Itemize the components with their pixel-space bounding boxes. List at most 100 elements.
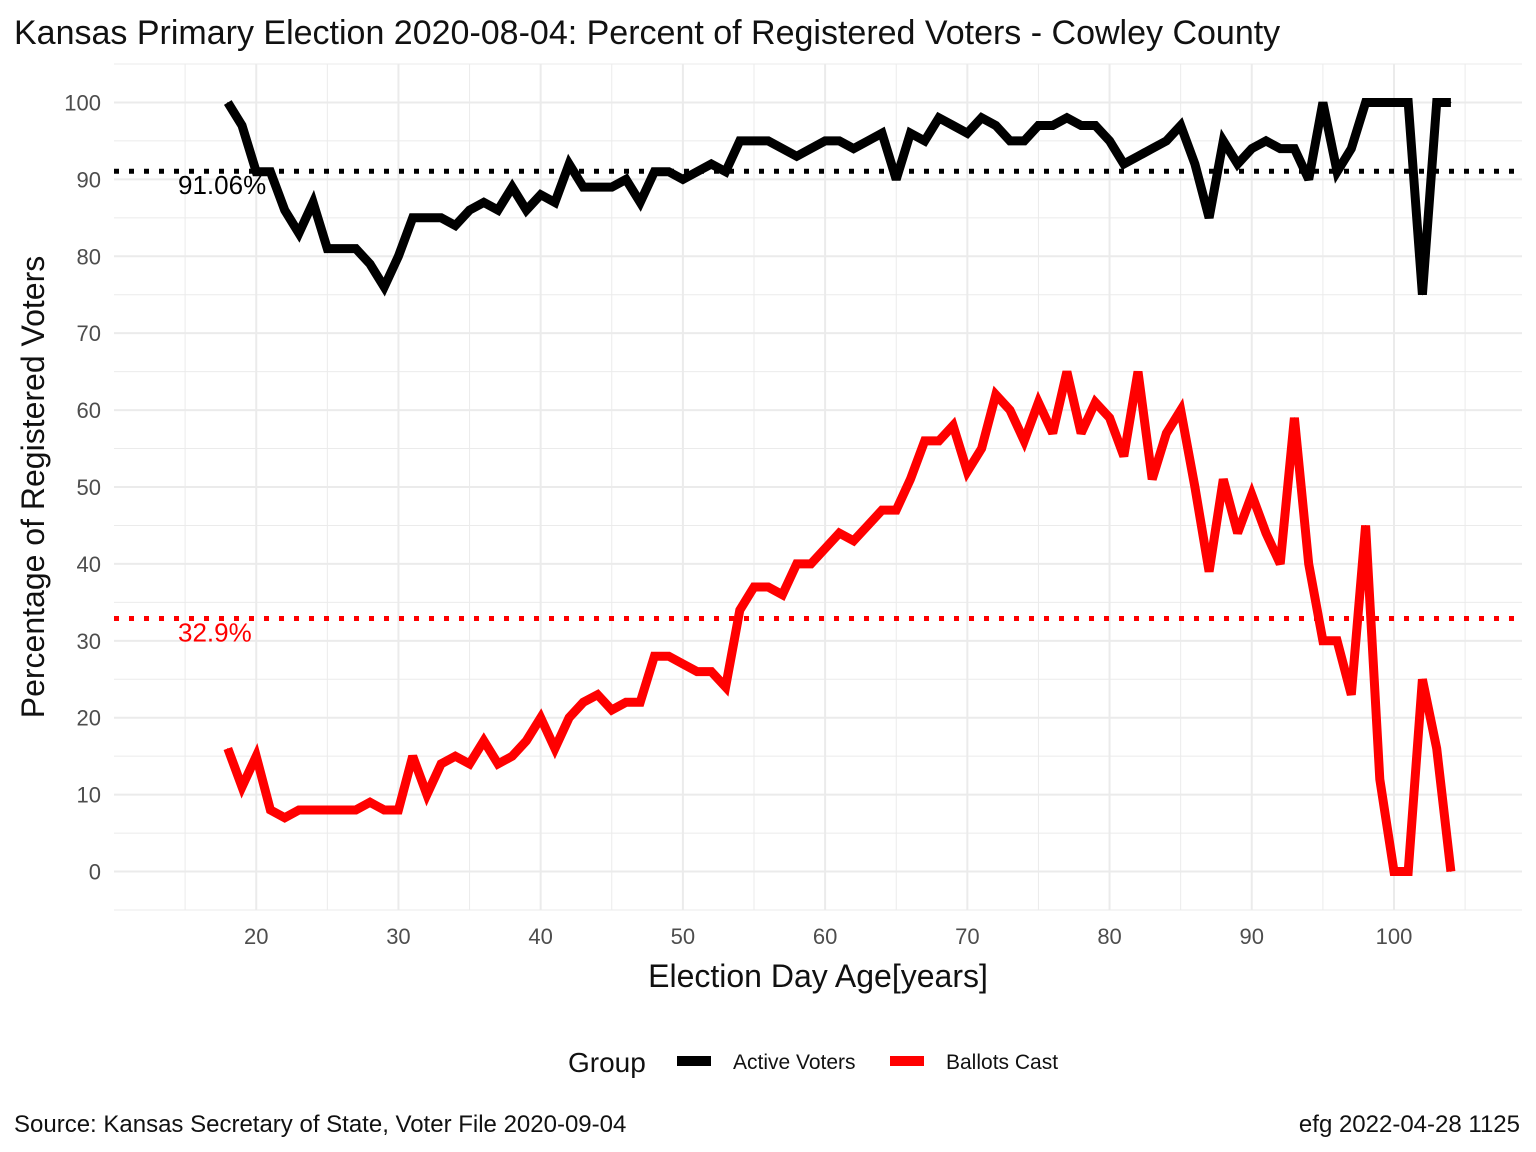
data-point-active-voters (924, 140, 926, 142)
data-point-ballots-cast (1180, 409, 1182, 411)
data-point-ballots-cast (895, 509, 897, 511)
data-point-active-voters (824, 140, 826, 142)
data-point-active-voters (909, 132, 911, 134)
data-point-active-voters (725, 171, 727, 173)
data-point-active-voters (1151, 148, 1153, 150)
data-point-ballots-cast (1450, 871, 1452, 873)
data-point-active-voters (1208, 217, 1210, 219)
data-point-active-voters (540, 194, 542, 196)
caption-source: Source: Kansas Secretary of State, Voter… (14, 1111, 626, 1138)
data-point-active-voters (952, 125, 954, 127)
data-point-active-voters (1123, 163, 1125, 165)
reference-label-active-voters: 91.06% (178, 170, 266, 200)
data-point-ballots-cast (511, 755, 513, 757)
x-tick-label: 40 (528, 924, 552, 949)
data-point-active-voters (1237, 163, 1239, 165)
data-point-active-voters (412, 217, 414, 219)
data-point-active-voters (454, 225, 456, 227)
data-point-ballots-cast (1336, 640, 1338, 642)
data-point-ballots-cast (1052, 432, 1054, 434)
data-point-ballots-cast (469, 763, 471, 765)
data-point-active-voters (1094, 125, 1096, 127)
y-tick-label: 0 (89, 860, 101, 885)
data-point-ballots-cast (824, 548, 826, 550)
y-tick-label: 40 (77, 552, 101, 577)
data-point-ballots-cast (753, 586, 755, 588)
data-point-active-voters (867, 140, 869, 142)
data-point-active-voters (525, 209, 527, 211)
data-point-ballots-cast (1165, 432, 1167, 434)
data-point-ballots-cast (540, 717, 542, 719)
data-point-active-voters (227, 101, 229, 103)
data-point-ballots-cast (1066, 371, 1068, 373)
data-point-active-voters (355, 248, 357, 250)
y-tick-label: 100 (64, 90, 101, 115)
data-point-ballots-cast (924, 440, 926, 442)
data-point-ballots-cast (525, 740, 527, 742)
data-point-active-voters (1037, 125, 1039, 127)
data-point-ballots-cast (241, 786, 243, 788)
data-point-active-voters (853, 148, 855, 150)
data-point-ballots-cast (696, 671, 698, 673)
data-point-active-voters (1379, 101, 1381, 103)
x-axis-label: Election Day Age[years] (648, 958, 988, 994)
data-point-active-voters (1194, 163, 1196, 165)
legend-title: Group (568, 1047, 646, 1078)
data-point-ballots-cast (326, 809, 328, 811)
data-point-ballots-cast (1322, 640, 1324, 642)
data-point-active-voters (653, 171, 655, 173)
data-point-active-voters (781, 148, 783, 150)
data-point-active-voters (1436, 101, 1438, 103)
data-point-active-voters (469, 209, 471, 211)
data-point-ballots-cast (1080, 432, 1082, 434)
data-point-active-voters (483, 201, 485, 203)
data-point-active-voters (511, 186, 513, 188)
x-tick-label: 70 (955, 924, 979, 949)
data-point-ballots-cast (312, 809, 314, 811)
data-point-ballots-cast (1123, 455, 1125, 457)
x-tick-label: 100 (1376, 924, 1413, 949)
x-tick-label: 60 (813, 924, 837, 949)
data-point-ballots-cast (255, 755, 257, 757)
y-tick-label: 60 (77, 398, 101, 423)
data-point-ballots-cast (426, 794, 428, 796)
data-point-ballots-cast (639, 701, 641, 703)
data-point-active-voters (1066, 117, 1068, 119)
data-point-ballots-cast (1379, 778, 1381, 780)
data-point-ballots-cast (227, 747, 229, 749)
data-point-ballots-cast (653, 655, 655, 657)
data-point-ballots-cast (1237, 532, 1239, 534)
data-point-active-voters (796, 155, 798, 157)
data-point-active-voters (383, 286, 385, 288)
data-point-active-voters (582, 186, 584, 188)
data-point-active-voters (710, 163, 712, 165)
data-point-ballots-cast (1421, 678, 1423, 680)
data-point-active-voters (1293, 148, 1295, 150)
data-point-ballots-cast (1151, 478, 1153, 480)
data-point-ballots-cast (952, 424, 954, 426)
data-point-active-voters (625, 178, 627, 180)
series-lines (223, 98, 1456, 876)
data-point-ballots-cast (1265, 532, 1267, 534)
data-point-active-voters (767, 140, 769, 142)
y-tick-label: 20 (77, 706, 101, 731)
data-point-ballots-cast (284, 817, 286, 819)
data-point-active-voters (1407, 101, 1409, 103)
data-point-active-voters (426, 217, 428, 219)
y-tick-label: 30 (77, 629, 101, 654)
data-point-active-voters (881, 132, 883, 134)
data-point-ballots-cast (412, 755, 414, 757)
data-point-active-voters (269, 171, 271, 173)
data-point-ballots-cast (853, 540, 855, 542)
data-point-active-voters (341, 248, 343, 250)
data-point-active-voters (995, 125, 997, 127)
data-point-ballots-cast (668, 655, 670, 657)
data-point-ballots-cast (781, 594, 783, 596)
data-point-ballots-cast (369, 801, 371, 803)
data-point-active-voters (497, 209, 499, 211)
data-point-ballots-cast (1393, 871, 1395, 873)
data-point-active-voters (1222, 140, 1224, 142)
legend-label-ballots-cast: Ballots Cast (946, 1051, 1058, 1074)
data-point-ballots-cast (341, 809, 343, 811)
